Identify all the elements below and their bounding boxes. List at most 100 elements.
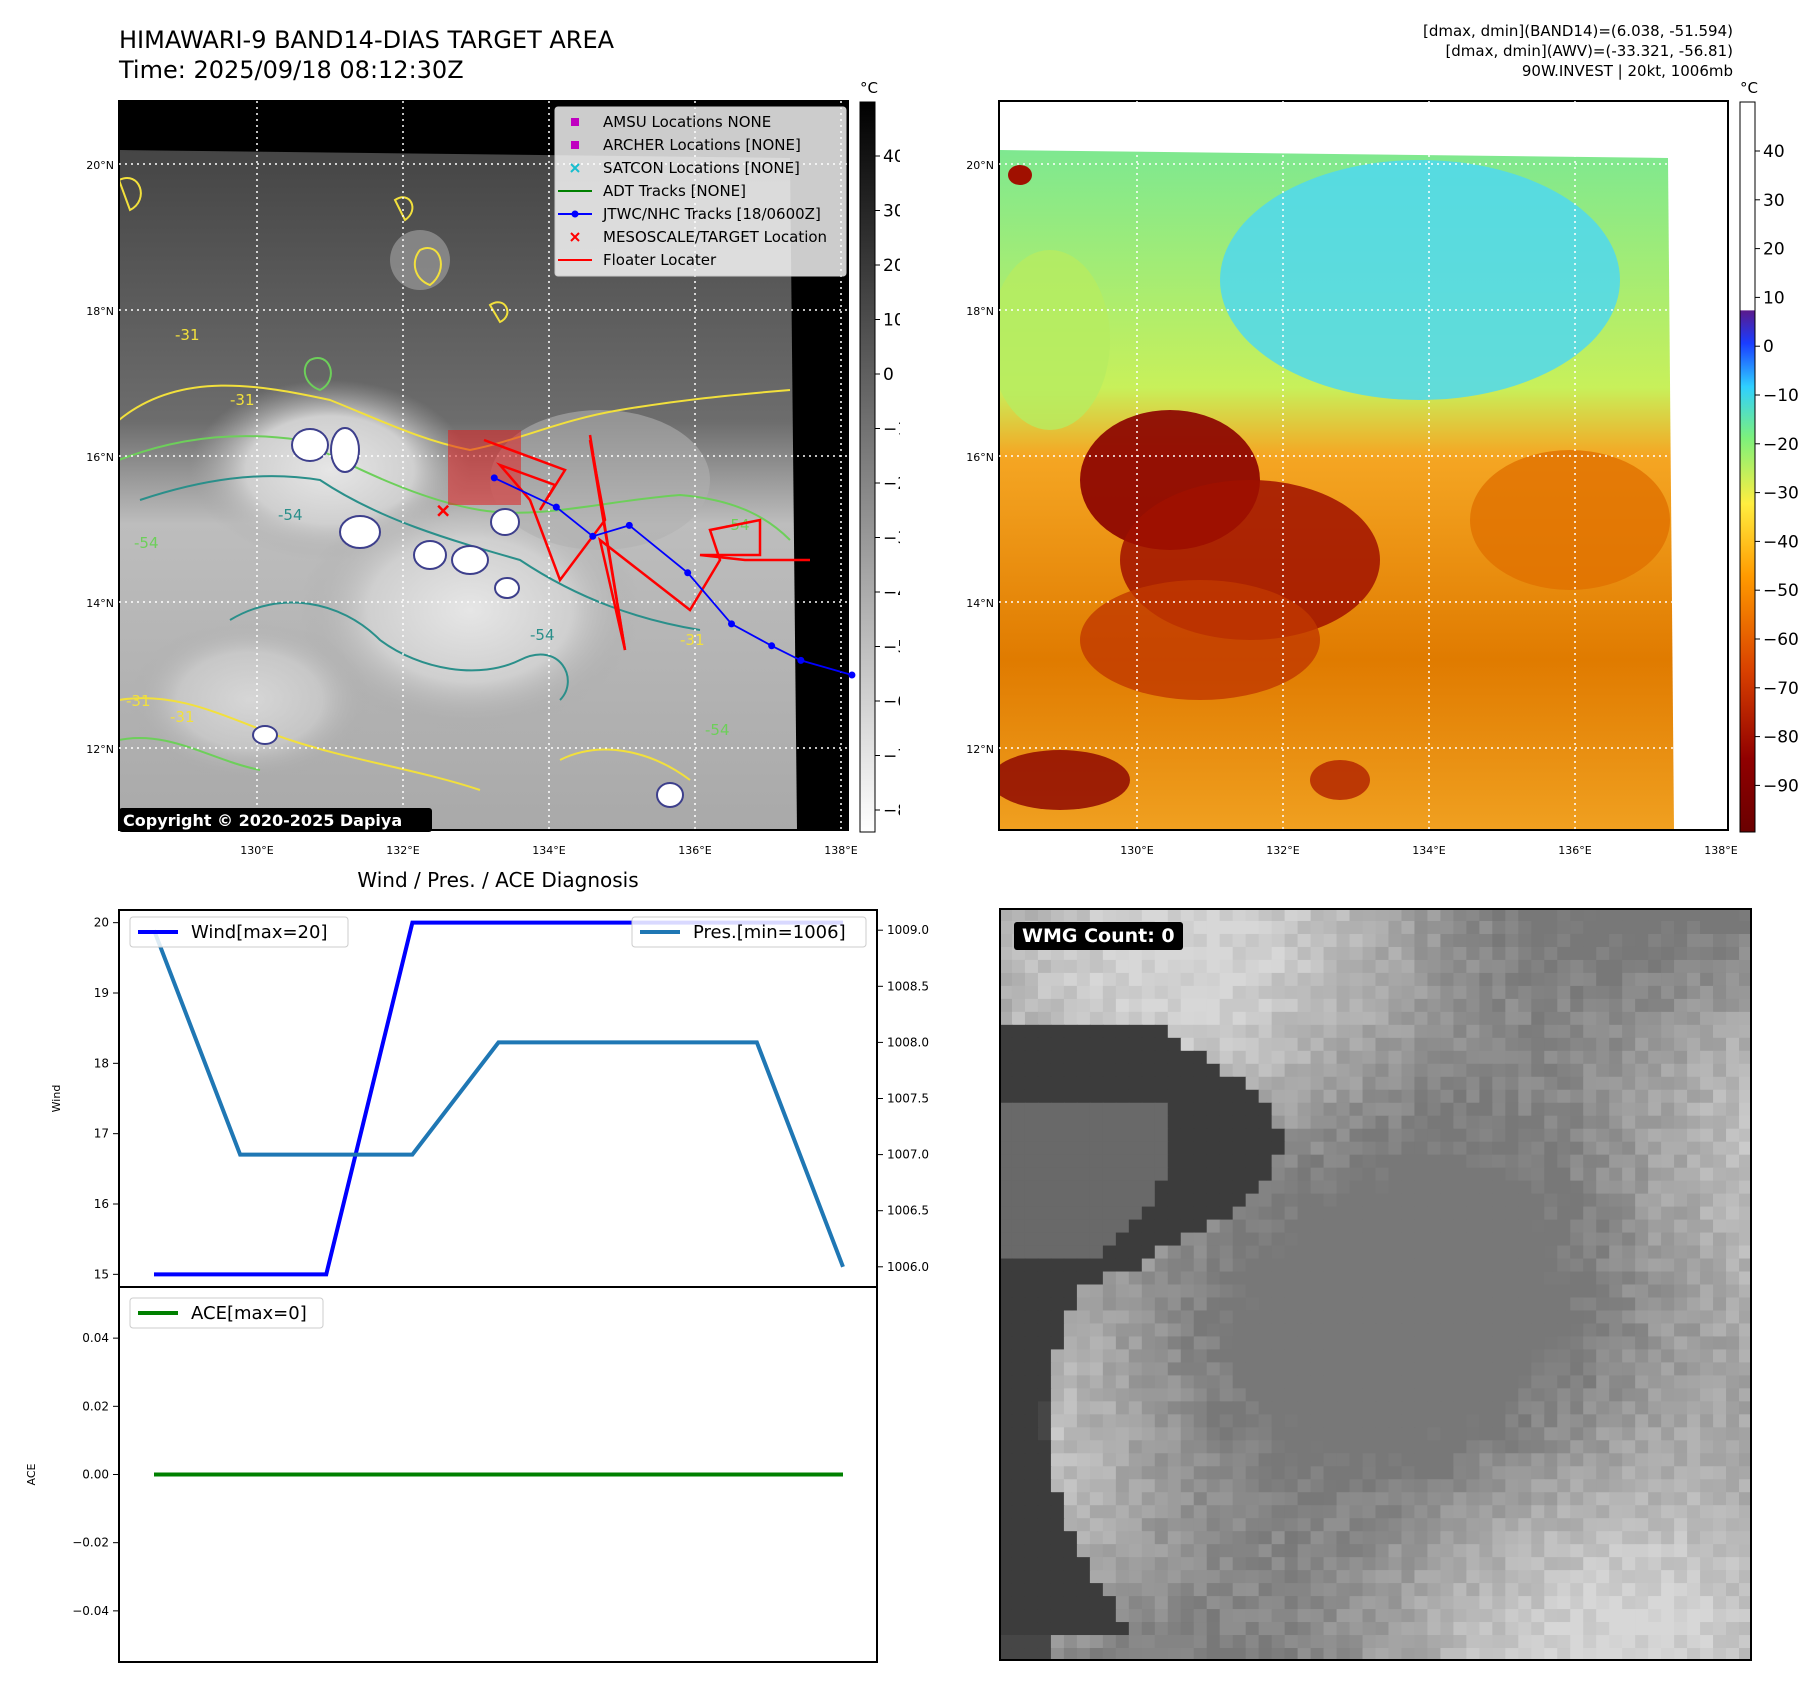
ace-tick-label: −0.02	[72, 1536, 109, 1550]
wind-tick-label: 19	[94, 986, 109, 1000]
wv-imagery	[999, 150, 1674, 830]
colorbar-tick-label: 20	[883, 256, 900, 276]
jtwc-track-point	[625, 521, 633, 529]
ace-legend: ACE[max=0]	[129, 1297, 324, 1329]
contour-label: -31	[126, 692, 151, 710]
wind-legend: Wind[max=20]	[129, 916, 349, 948]
lon-label: 134°E	[532, 844, 565, 857]
lat-label: 20°N	[86, 159, 114, 172]
colorbar-tick-label: 10	[883, 311, 900, 331]
colorbar-tick-label: −20	[1763, 435, 1799, 455]
legend-label: ARCHER Locations [NONE]	[603, 136, 801, 154]
colorbar-tick-label: −10	[1763, 386, 1799, 406]
lon-label: 130°E	[1120, 844, 1153, 857]
jtwc-track-point	[797, 656, 805, 664]
contour-label: -54	[134, 534, 159, 552]
copyright-text: Copyright © 2020-2025 Dapiya	[123, 811, 402, 830]
lat-label: 18°N	[966, 305, 994, 318]
colorbar-tick-label: −40	[883, 583, 900, 603]
jtwc-track-point	[490, 474, 498, 482]
legend-item: SATCON Locations [NONE]	[570, 159, 800, 177]
legend-item: JTWC/NHC Tracks [18/0600Z]	[558, 205, 821, 223]
wmg-pixel-grid	[999, 908, 1752, 1661]
wv-map-panel: 20°N 18°N 16°N 14°N 12°N 130°E 132°E 134…	[966, 79, 1799, 857]
contour-label: -31	[680, 631, 705, 649]
colorbar-tick-label: 0	[1763, 337, 1774, 357]
legend-label: Pres.[min=1006]	[693, 922, 846, 943]
lon-label: 130°E	[240, 844, 273, 857]
legend-item: ARCHER Locations [NONE]	[571, 136, 801, 154]
jtwc-track-point	[684, 569, 692, 577]
lat-label: 12°N	[966, 743, 994, 756]
legend-box	[129, 1297, 324, 1329]
lat-label: 12°N	[86, 743, 114, 756]
awv-range: [dmax, dmin](AWV)=(-33.321, -56.81)	[1445, 42, 1733, 60]
wv-gridlines	[999, 101, 1728, 830]
jtwc-track-point	[589, 532, 597, 540]
legend-label: Wind[max=20]	[191, 922, 328, 943]
colorbar-tick-label: 10	[1763, 288, 1785, 308]
ir-contour-labels: -31 -31 -54 -54 -54 -31 -54 -31 -31 -54	[126, 326, 750, 739]
lon-label: 138°E	[1704, 844, 1737, 857]
wind-pressure-axes	[118, 909, 878, 1288]
wv-lon-labels: 130°E 132°E 134°E 136°E 138°E	[1120, 844, 1737, 857]
jtwc-track-point	[728, 620, 735, 628]
colorbar-tick-label: 40	[883, 147, 900, 167]
lon-label: 136°E	[678, 844, 711, 857]
band14-range: [dmax, dmin](BAND14)=(6.038, -51.594)	[1422, 22, 1733, 40]
wind-tick-label: 16	[94, 1197, 109, 1211]
pressure-tick-label: 1006.0	[887, 1260, 929, 1274]
wind-axis-label: Wind	[50, 1085, 63, 1113]
legend-label: Floater Locater	[603, 251, 717, 269]
colorbar-tick-label: 0	[883, 365, 894, 385]
ir-colorbar-ticks: 40 30 20 10 0 −10 −20 −30 −40 −50 −60 −70 −80	[875, 147, 900, 821]
diagnosis-chart: 20 19 18 17 16 15 1009.0 1008.5 1008.0 1007.5 1007…	[25, 909, 929, 1663]
jtwc-track-point	[768, 642, 776, 650]
legend-item: ADT Tracks [NONE]	[558, 182, 746, 200]
contour-label: -54	[705, 721, 730, 739]
ace-tick-label: −0.04	[72, 1604, 109, 1618]
ir-colorbar	[859, 101, 876, 833]
colorbar-tick-label: −50	[883, 638, 900, 658]
legend-x-marker	[570, 232, 580, 242]
lon-label: 138°E	[824, 844, 857, 857]
ir-legend: AMSU Locations NONE ARCHER Locations [NON…	[554, 106, 847, 277]
pressure-tick-label: 1009.0	[887, 923, 929, 937]
wmg-panel-frame	[999, 908, 1752, 1661]
colorbar-tick-label: 40	[1763, 142, 1785, 162]
contour-label: -31	[170, 708, 195, 726]
legend-item: Floater Locater	[558, 251, 717, 269]
wv-colorbar	[1739, 101, 1756, 833]
legend-square-marker	[571, 118, 579, 126]
colorbar-tick-label: 30	[883, 202, 900, 222]
legend-label: ACE[max=0]	[191, 1303, 307, 1324]
copyright-badge	[119, 808, 432, 832]
lat-label: 20°N	[966, 159, 994, 172]
wv-lat-labels: 20°N 18°N 16°N 14°N 12°N	[966, 159, 994, 756]
jtwc-track-point	[552, 503, 560, 511]
colorbar-tick-label: −60	[1763, 630, 1799, 650]
storm-info: 90W.INVEST | 20kt, 1006mb	[1521, 62, 1733, 80]
contour-label: -31	[230, 391, 255, 409]
wmg-image-panel	[999, 908, 1752, 1661]
floater-track	[448, 430, 810, 651]
colorbar-tick-label: −80	[1763, 728, 1799, 748]
colorbar-tick-label: −10	[883, 420, 900, 440]
target-x-mark	[437, 504, 450, 517]
colorbar-tick-label: −50	[1763, 581, 1799, 601]
pressure-tick-label: 1006.5	[887, 1204, 929, 1218]
pressure-legend: Pres.[min=1006]	[631, 916, 867, 948]
colorbar-tick-label: 20	[1763, 240, 1785, 260]
lon-label: 136°E	[1558, 844, 1591, 857]
target-location-marker	[437, 504, 450, 517]
colorbar-tick-label: 30	[1763, 191, 1785, 211]
pressure-series-line	[152, 929, 845, 1268]
time-label: Time: 2025/09/18 08:12:30Z	[119, 56, 464, 84]
ace-axis-label: ACE	[25, 1463, 38, 1485]
colorbar-tick-label: −70	[883, 747, 900, 767]
legend-label: SATCON Locations [NONE]	[603, 159, 800, 177]
wmg-count-badge: WMG Count: 0	[1014, 922, 1183, 950]
ace-tick-label: 0.00	[82, 1468, 109, 1482]
wv-colorbar-ticks: 40 30 20 10 0 −10 −20 −30 −40 −50 −60 −70 −80 −90	[1755, 142, 1799, 796]
colorbar-tick-label: −30	[883, 529, 900, 549]
